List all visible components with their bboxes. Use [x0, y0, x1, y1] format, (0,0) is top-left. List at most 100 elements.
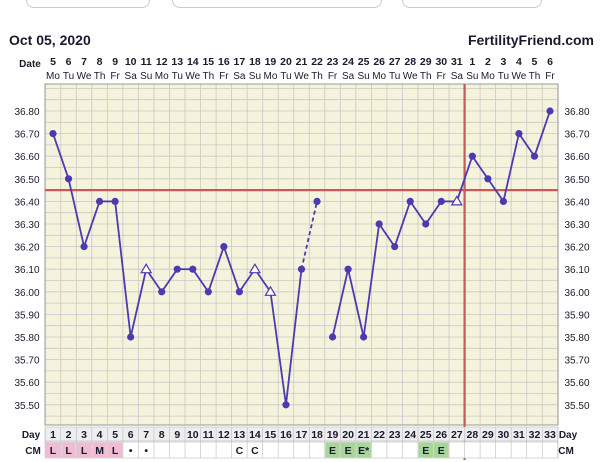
- cm-value: M: [95, 445, 104, 457]
- date-label: 3: [500, 56, 506, 68]
- temperature-point: [530, 152, 539, 160]
- cm-value: E*: [358, 445, 370, 457]
- temperature-point: [422, 220, 430, 228]
- temperature-point: [173, 265, 181, 273]
- day-row-label-left: Day: [22, 430, 41, 441]
- date-label: 26: [373, 56, 385, 68]
- weekday-label: Fr: [545, 71, 555, 82]
- weekday-label: Fr: [110, 71, 120, 82]
- cm-cell-fill: [61, 442, 76, 458]
- y-tick-label-right: 35.80: [564, 333, 589, 344]
- date-label: 25: [358, 56, 370, 68]
- date-label: 9: [112, 56, 118, 68]
- temperature-line-segment: [114, 201, 132, 338]
- cycle-day-label: 28: [467, 429, 479, 441]
- cycle-day-label: 32: [529, 429, 541, 441]
- weekday-label: Sa: [342, 71, 355, 82]
- weekday-label: Sa: [125, 71, 138, 82]
- cycle-day-label: 13: [234, 429, 246, 441]
- y-tick-label-right: 36.50: [564, 175, 589, 186]
- y-tick-label-left: 35.60: [14, 378, 39, 389]
- temperature-line-segment: [269, 291, 287, 405]
- cycle-day-label: 15: [265, 429, 277, 441]
- cycle-day-label: 12: [218, 429, 230, 441]
- date-label: 27: [389, 56, 401, 68]
- cycle-day-label: 25: [420, 429, 432, 441]
- cycle-day-label: 29: [482, 429, 494, 441]
- cm-cell-fill: [45, 442, 61, 458]
- cycle-day-label: 1: [50, 429, 56, 441]
- cycle-day-label: 7: [143, 429, 149, 441]
- weekday-label: Mo: [263, 71, 277, 82]
- y-tick-label-right: 35.50: [564, 401, 589, 412]
- cycle-day-label: 6: [128, 429, 134, 441]
- cm-row-label-right: CM: [558, 446, 574, 457]
- cycle-day-label: 3: [81, 429, 87, 441]
- date-label: 1: [469, 56, 475, 68]
- temperature-point: [328, 333, 337, 341]
- cm-cell-fill: [340, 442, 356, 458]
- cycle-day-label: 10: [187, 429, 199, 441]
- y-tick-label-left: 36.20: [14, 243, 39, 254]
- temperature-line-segment: [347, 268, 365, 338]
- temperature-point: [49, 130, 57, 138]
- date-label: 15: [202, 56, 214, 68]
- date-label: 28: [404, 56, 416, 68]
- temperature-line-segment: [67, 178, 85, 247]
- cm-cell-fill: [356, 442, 371, 458]
- date-label: 6: [66, 56, 72, 68]
- cm-row-label-left: CM: [25, 446, 41, 457]
- y-tick-label-left: 35.90: [14, 310, 39, 321]
- cycle-day-label: 17: [296, 429, 308, 441]
- date-label: 21: [296, 56, 308, 68]
- weekday-label: Th: [94, 71, 106, 82]
- temperature-point: [515, 130, 523, 138]
- y-tick-label-left: 36.80: [14, 107, 39, 118]
- weekday-label: Th: [202, 71, 214, 82]
- temperature-line-segment: [331, 268, 349, 338]
- temperature-line-segment: [160, 268, 178, 293]
- temperature-line-segment: [129, 268, 148, 338]
- cm-cell-fill: [92, 442, 107, 458]
- cycle-day-label: 4: [97, 429, 103, 441]
- weekday-label: Mo: [155, 71, 169, 82]
- date-label: 10: [125, 56, 137, 68]
- y-tick-label-right: 36.80: [564, 107, 589, 118]
- cycle-day-label: 18: [311, 429, 323, 441]
- cm-value: L: [112, 445, 119, 457]
- cycle-day-label: 19: [327, 429, 339, 441]
- plot-background: [45, 84, 558, 425]
- temperature-line-segment: [285, 269, 303, 405]
- date-label: 31: [451, 56, 463, 68]
- temperature-point: [111, 197, 119, 205]
- day-row-label-right: Day: [559, 430, 578, 441]
- temperature-point: [546, 107, 554, 115]
- cm-cell-fill: [434, 442, 449, 458]
- temperature-point: [235, 288, 243, 296]
- temperature-point: [282, 401, 290, 409]
- cm-value: L: [81, 445, 88, 457]
- weekday-label: We: [294, 71, 309, 82]
- y-tick-label-right: 36.00: [564, 288, 589, 299]
- weekday-label: Fr: [437, 71, 447, 82]
- temperature-line-segment: [362, 223, 381, 338]
- temperature-point: [127, 333, 135, 341]
- temperature-point: [468, 152, 476, 160]
- y-tick-label-right: 35.90: [564, 310, 589, 321]
- date-label: 19: [265, 56, 277, 68]
- date-label: 14: [187, 56, 199, 68]
- weekday-label: Sa: [233, 71, 246, 82]
- cycle-day-label: 26: [435, 429, 447, 441]
- weekday-label: Su: [358, 71, 370, 82]
- temperature-point: [360, 333, 368, 341]
- temperature-point: [220, 243, 228, 251]
- cm-value: •: [129, 445, 133, 457]
- temperature-line-segment: [409, 200, 427, 225]
- temperature-point-open: [264, 285, 277, 296]
- date-label: 20: [280, 56, 292, 68]
- cycle-day-label: 20: [342, 429, 354, 441]
- weekday-label: Tu: [280, 71, 291, 82]
- temperature-point: [80, 243, 88, 251]
- temperature-line-segment: [192, 268, 210, 293]
